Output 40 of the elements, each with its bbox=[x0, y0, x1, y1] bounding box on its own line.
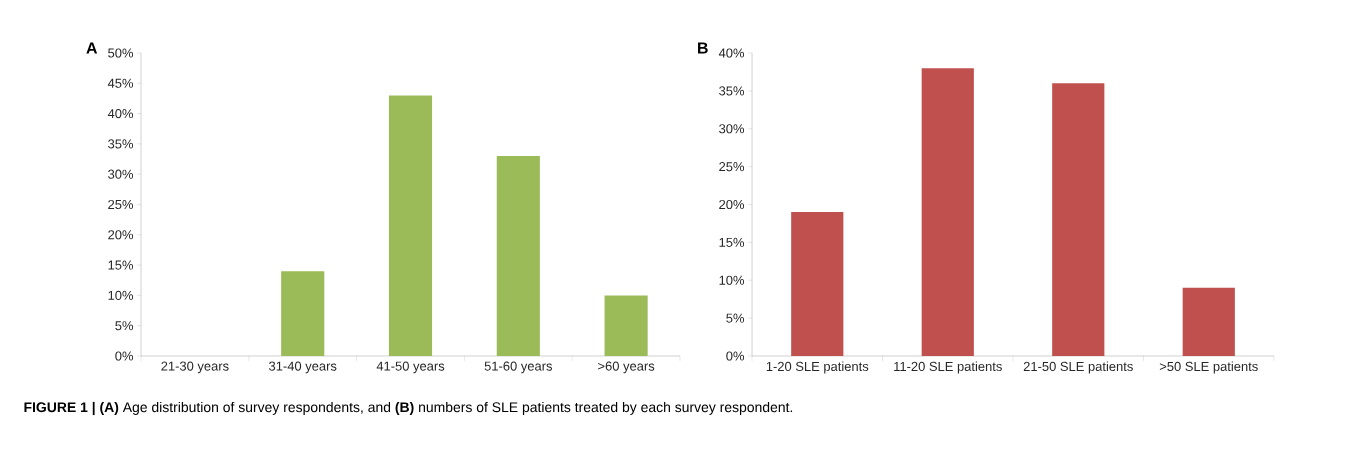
y-tick-label: 30% bbox=[719, 124, 745, 134]
y-tick-label: 35% bbox=[108, 139, 134, 149]
x-tick-label: >50 SLE patients bbox=[1159, 361, 1258, 374]
chart-title: B bbox=[698, 42, 708, 54]
bar bbox=[388, 95, 433, 356]
y-tick-label: 50% bbox=[108, 48, 134, 58]
x-tick-label: 1-20 SLE patients bbox=[766, 361, 869, 374]
x-tick-label: 21-30 years bbox=[161, 361, 229, 374]
y-tick-label: 25% bbox=[108, 199, 134, 210]
y-tick-label: 35% bbox=[719, 86, 745, 96]
y-tick-label: 0% bbox=[115, 351, 134, 361]
bar bbox=[921, 68, 974, 356]
x-tick-label: 21-50 SLE patients bbox=[1023, 361, 1133, 374]
x-tick-label: >60 years bbox=[598, 361, 655, 374]
y-tick-label: 45% bbox=[107, 78, 134, 88]
y-tick-label: 0% bbox=[726, 351, 745, 361]
y-tick-label: 20% bbox=[719, 199, 745, 210]
bar bbox=[496, 156, 540, 356]
chart-title: A bbox=[86, 42, 98, 54]
y-tick-label: 5% bbox=[115, 321, 134, 331]
y-tick-label: 20% bbox=[108, 230, 134, 240]
y-tick-label: 40% bbox=[107, 109, 134, 119]
y-tick-label: 40% bbox=[718, 48, 745, 58]
x-tick-label: 41-50 years bbox=[376, 361, 445, 374]
y-tick-label: 10% bbox=[108, 290, 134, 300]
x-tick-label: 51-60 years bbox=[484, 361, 553, 374]
bar bbox=[281, 271, 325, 356]
bar bbox=[791, 212, 844, 356]
y-tick-label: 25% bbox=[719, 162, 745, 172]
bar bbox=[604, 295, 648, 356]
y-tick-label: 30% bbox=[108, 169, 134, 179]
x-tick-label: 31-40 years bbox=[269, 361, 337, 374]
y-tick-label: 5% bbox=[726, 313, 745, 323]
y-tick-label: 10% bbox=[719, 275, 745, 285]
text: FIGURE 1 | (A) Age distribution of survey respondents, and (B) numbers of SLE patients treated by each survey respondent. bbox=[24, 401, 793, 416]
bar bbox=[1182, 287, 1235, 356]
x-tick-label: 11-20 SLE patients bbox=[894, 361, 1002, 374]
y-tick-label: 15% bbox=[108, 260, 134, 270]
bar bbox=[1052, 83, 1105, 356]
y-tick-label: 15% bbox=[719, 237, 745, 247]
